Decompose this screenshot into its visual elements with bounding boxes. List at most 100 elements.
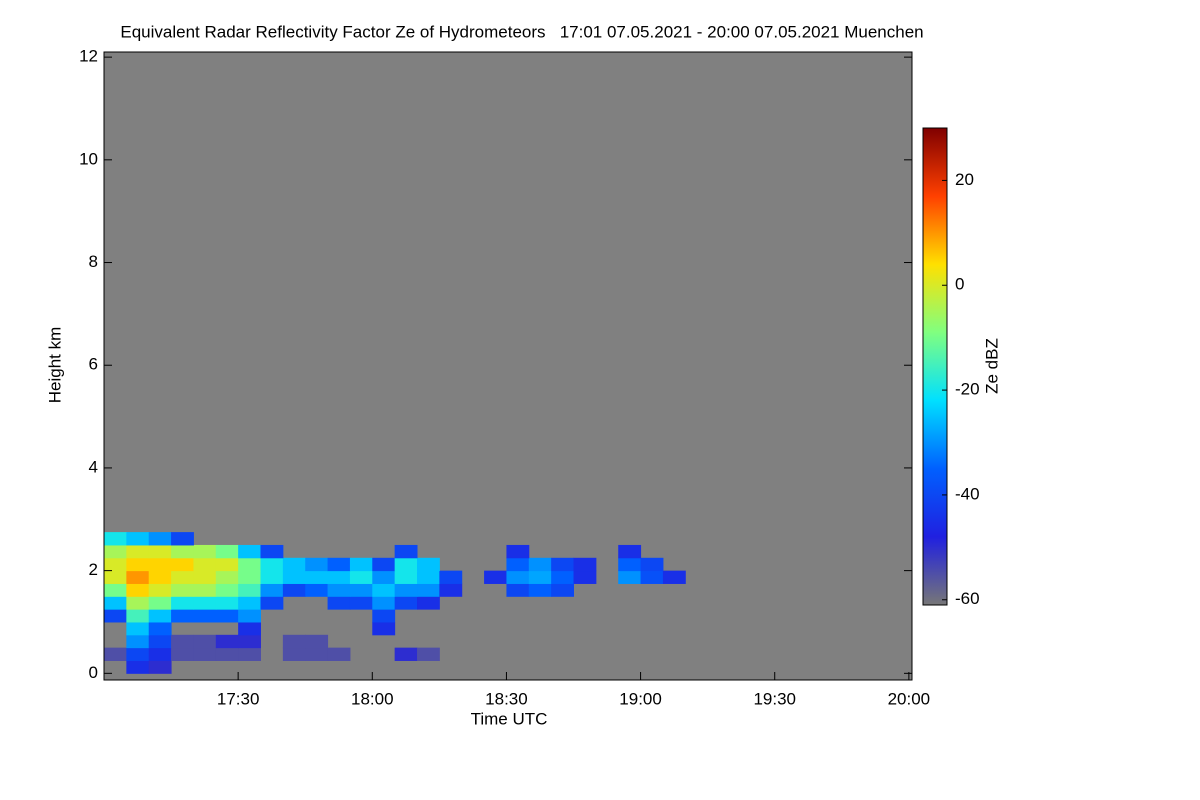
heat-cell — [372, 596, 396, 610]
heat-cell — [193, 583, 217, 597]
heat-cell — [148, 544, 172, 559]
heat-cell — [193, 570, 217, 584]
heat-cell — [305, 647, 329, 661]
x-tick-label: 20:00 — [888, 689, 931, 708]
heat-cell — [171, 634, 194, 649]
heat-cell — [282, 557, 306, 572]
heat-cell — [148, 660, 172, 674]
heat-cell — [171, 647, 194, 661]
heat-cell — [238, 557, 262, 572]
heat-cell — [171, 583, 194, 597]
heat-cell — [327, 570, 351, 584]
heat-cell — [104, 609, 127, 623]
heat-cell — [439, 570, 463, 584]
heat-cell — [238, 647, 262, 661]
chart-title: Equivalent Radar Reflectivity Factor Ze … — [120, 22, 923, 41]
heat-cell — [260, 583, 284, 597]
colorbar-tick-label: 20 — [955, 170, 974, 189]
heat-cell — [104, 583, 127, 597]
heat-cell — [104, 570, 127, 584]
x-axis-label: Time UTC — [471, 709, 548, 728]
heat-cell — [327, 583, 351, 597]
heat-cell — [305, 570, 329, 584]
heat-cell — [193, 609, 217, 623]
y-tick-label: 8 — [89, 252, 98, 271]
colorbar-tick-label: -40 — [955, 484, 980, 503]
heat-cell — [171, 544, 194, 559]
y-tick-label: 10 — [79, 149, 98, 168]
heat-cell — [193, 634, 217, 649]
heat-cell — [126, 596, 150, 610]
heat-cell — [618, 557, 642, 572]
heat-cell — [238, 544, 262, 559]
heat-cell — [528, 570, 552, 584]
heat-cell — [551, 583, 575, 597]
colorbar-tick-label: -20 — [955, 380, 980, 399]
colorbar-label: Ze dBZ — [982, 338, 1001, 394]
y-tick-label: 4 — [89, 457, 98, 476]
heat-cell — [171, 609, 194, 623]
heat-cell — [394, 557, 418, 572]
heat-cell — [171, 596, 194, 610]
heat-cell — [171, 557, 194, 572]
colorbar-tick-label: 0 — [955, 275, 964, 294]
heat-cell — [484, 570, 507, 584]
x-tick-label: 18:00 — [351, 689, 394, 708]
y-axis-label: Height km — [45, 327, 64, 404]
x-tick-label: 18:30 — [485, 689, 528, 708]
heat-cell — [573, 557, 597, 572]
heat-cell — [640, 570, 664, 584]
heat-cell — [238, 596, 262, 610]
heat-cell — [193, 557, 217, 572]
heat-cell — [551, 570, 575, 584]
heat-cell — [215, 557, 239, 572]
heat-cell — [305, 557, 329, 572]
colorbar — [922, 127, 948, 606]
heat-cell — [394, 647, 418, 661]
heat-cell — [417, 557, 440, 572]
heat-cell — [260, 570, 284, 584]
heat-cell — [506, 583, 530, 597]
heat-cell — [327, 557, 351, 572]
heat-cell — [528, 557, 552, 572]
heat-cell — [215, 583, 239, 597]
heat-cell — [260, 557, 284, 572]
heat-cell — [282, 570, 306, 584]
heat-cell — [282, 634, 306, 649]
heat-cell — [282, 583, 306, 597]
heat-cell — [305, 583, 329, 597]
heat-cell — [215, 570, 239, 584]
heat-cell — [238, 583, 262, 597]
heat-cell — [305, 634, 329, 649]
heat-cell — [148, 647, 172, 661]
heat-cell — [662, 570, 686, 584]
heat-cell — [126, 557, 150, 572]
heat-cell — [104, 596, 127, 610]
y-tick-label: 12 — [79, 47, 98, 66]
heat-cell — [573, 570, 597, 584]
heat-cell — [528, 583, 552, 597]
heat-cell — [618, 544, 642, 559]
heat-cell — [148, 583, 172, 597]
y-tick-label: 0 — [89, 663, 98, 682]
heat-cell — [148, 557, 172, 572]
heat-cell — [506, 544, 530, 559]
heat-cell — [148, 609, 172, 623]
heat-cell — [104, 557, 127, 572]
heat-cell — [417, 596, 440, 610]
heat-cell — [215, 634, 239, 649]
heat-cell — [327, 647, 351, 661]
heat-cell — [171, 570, 194, 584]
heat-cell — [126, 609, 150, 623]
y-tick-label: 2 — [89, 560, 98, 579]
y-tick-label: 6 — [89, 355, 98, 374]
heat-cell — [126, 660, 150, 674]
heat-cell — [193, 647, 217, 661]
heat-cell — [104, 544, 127, 559]
heat-cell — [238, 621, 262, 636]
heat-cell — [417, 583, 440, 597]
heat-cell — [148, 596, 172, 610]
heat-cell — [349, 596, 373, 610]
plot-frame — [103, 51, 913, 681]
